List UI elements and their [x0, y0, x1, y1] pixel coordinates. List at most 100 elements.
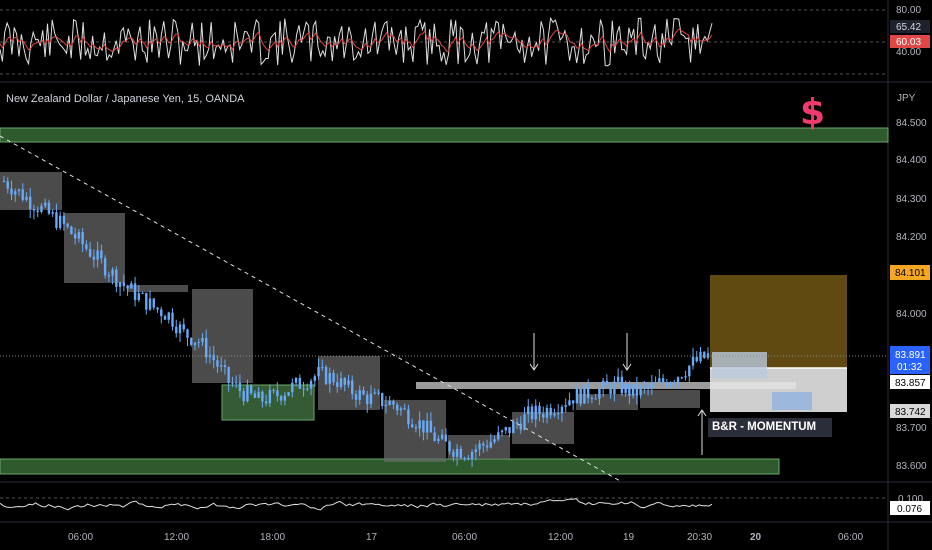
- osc-tick-80: 80.00: [896, 5, 921, 16]
- candle-body: [29, 196, 32, 209]
- candle-body: [137, 293, 141, 300]
- candle-body: [542, 413, 545, 418]
- candle-body: [36, 210, 39, 212]
- candle-body: [467, 457, 470, 460]
- candle-body: [444, 434, 448, 442]
- consolidation-box: [221, 384, 315, 421]
- candle-body: [175, 326, 178, 334]
- candle-body: [497, 432, 500, 440]
- candle-body: [523, 414, 526, 430]
- candle-body: [534, 405, 537, 420]
- candle-body: [500, 430, 504, 433]
- candle-body: [351, 380, 354, 395]
- candle-body: [613, 381, 616, 395]
- candle-body: [519, 423, 522, 430]
- candle-body: [549, 407, 552, 416]
- candle-body: [598, 388, 601, 399]
- candle-body: [279, 396, 283, 401]
- candle-body: [347, 380, 350, 385]
- time-tick: 06:00: [838, 532, 863, 543]
- candle-body: [70, 226, 73, 235]
- candle-body: [425, 420, 429, 433]
- candle-body: [463, 457, 466, 459]
- price-panel: 84.500 84.400 84.300 84.200 84.000 83.70…: [0, 118, 930, 483]
- osc-value-tag-white: [890, 20, 930, 33]
- arrow-head-up: [697, 409, 707, 417]
- candle-body: [381, 393, 384, 406]
- session-box: [128, 285, 188, 292]
- candle-body: [369, 393, 373, 405]
- time-tick: 06:00: [452, 532, 477, 543]
- price-tick-84200: 84.200: [896, 232, 927, 243]
- candle-body: [459, 448, 463, 459]
- candle-body: [283, 395, 287, 401]
- candle-body: [130, 283, 133, 289]
- candle-body: [332, 372, 335, 383]
- candle-body: [73, 234, 77, 239]
- candle-body: [433, 432, 436, 441]
- candle-body: [590, 397, 594, 400]
- lower-oscillator-line: [0, 498, 713, 511]
- current-price-tag: [890, 346, 930, 374]
- candle-body: [178, 324, 182, 334]
- price-tick-83700: 83.700: [896, 423, 927, 434]
- price-tick-84400: 84.400: [896, 155, 927, 166]
- candle-body: [414, 427, 418, 429]
- candle-body: [253, 393, 257, 398]
- stop-price-value: 83.742: [895, 407, 926, 418]
- candle-body: [156, 307, 159, 310]
- currency-label: JPY: [897, 93, 916, 104]
- candle-body: [17, 189, 21, 192]
- candle-body: [429, 420, 433, 433]
- trendline[interactable]: [0, 135, 623, 483]
- candle-body: [358, 390, 361, 400]
- candle-body: [575, 388, 579, 404]
- current-price-value: 83.891: [895, 350, 926, 361]
- candle-body: [261, 391, 264, 402]
- candle-body: [646, 386, 650, 389]
- dollar-sign-icon: $: [800, 92, 826, 133]
- candle-body: [362, 390, 365, 395]
- time-tick: 17: [366, 532, 378, 543]
- target-price-tag: [890, 265, 930, 280]
- candle-body: [2, 181, 6, 183]
- session-box: [384, 400, 446, 462]
- candle-body: [440, 434, 444, 439]
- session-box: [640, 390, 700, 408]
- candle-body: [141, 292, 144, 294]
- candle-body: [171, 312, 174, 327]
- candle-body: [336, 382, 339, 388]
- candle-body: [317, 367, 320, 377]
- candle-body: [512, 422, 515, 434]
- resistance-zone[interactable]: [0, 127, 889, 143]
- candle-body: [246, 385, 249, 402]
- candle-body: [14, 191, 17, 195]
- candle-body: [212, 354, 215, 361]
- osc-value-tag-red: [890, 35, 930, 48]
- candle-body: [560, 406, 564, 414]
- candle-body: [474, 449, 478, 453]
- candle-body: [418, 420, 421, 429]
- osc-tick-40: 40.00: [896, 47, 921, 58]
- candle-body: [77, 232, 81, 239]
- candle-body: [448, 441, 451, 452]
- candle-body: [287, 392, 290, 396]
- candle-body: [92, 256, 96, 260]
- risk-reward-tool[interactable]: [710, 275, 847, 412]
- candle-body: [485, 445, 489, 448]
- arrow-head-1: [529, 363, 539, 371]
- candle-body: [40, 205, 43, 212]
- candle-body: [276, 390, 279, 397]
- candle-body: [489, 441, 493, 448]
- candle-body: [201, 337, 204, 342]
- candle-body: [182, 324, 185, 330]
- candle-body: [478, 443, 481, 450]
- candle-body: [699, 351, 702, 362]
- candle-body: [302, 388, 305, 390]
- candle-body: [298, 377, 302, 389]
- candle-body: [568, 400, 571, 406]
- entry-price-value: 83.857: [895, 378, 926, 389]
- candle-body: [571, 400, 575, 404]
- candle-body: [395, 404, 399, 411]
